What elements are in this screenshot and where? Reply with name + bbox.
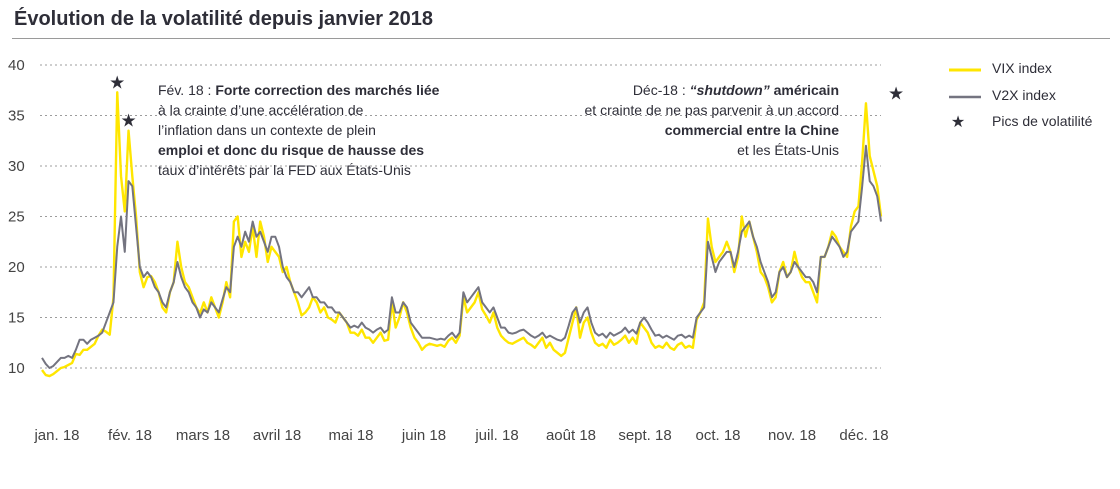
x-tick-label: avril 18 [253,427,301,444]
annotation-february-line: l’inflation dans un contexte de plein [158,122,376,138]
annotation-december-suffix: américain [769,82,839,98]
legend-v2x-label: V2X index [992,87,1056,103]
annotation-december-quoted: “shutdown” [689,82,770,98]
y-tick-label: 10 [8,360,25,377]
v2x-series-line [41,144,882,369]
volatility-peak-star: ★ [109,72,125,92]
y-tick-label: 25 [8,209,25,226]
x-tick-label: déc. 18 [839,427,888,444]
y-tick-label: 15 [8,310,25,327]
x-tick-label: nov. 18 [768,427,816,444]
annotation-february-prefix: Fév. 18 : [158,82,216,98]
title-divider [12,38,1110,39]
annotation-february-line: à la crainte d’une accélération de [158,102,364,118]
x-tick-label: oct. 18 [695,427,740,444]
annotation-december-line: commercial entre la Chine [520,120,839,140]
annotation-february-line: emploi et donc du risque de hausse des [158,140,439,160]
x-tick-label: août 18 [546,427,596,444]
annotation-february-line: taux d’intérêts par la FED aux États-Uni… [158,162,411,178]
x-tick-label: juin 18 [401,427,446,444]
annotation-december: Déc-18 : “shutdown” américain et crainte… [520,80,840,160]
y-tick-label: 20 [8,259,25,276]
volatility-peak-star: ★ [120,111,136,131]
y-tick-label: 35 [8,108,25,125]
annotation-february-text: emploi et donc du risque de hausse des [158,142,425,158]
legend-star-icon: ★ [951,114,965,131]
volatility-peak-star: ★ [888,83,904,103]
x-tick-label: juil. 18 [474,427,518,444]
chart-title: Évolution de la volatilité depuis janvie… [14,8,434,30]
x-tick-label: mars 18 [176,427,230,444]
x-tick-label: fév. 18 [108,427,152,444]
annotation-december-line: et les États-Unis [737,142,839,158]
annotation-february-line: Fév. 18 : Forte correction des marchés l… [158,80,439,100]
y-axis-ticks: 10 15 20 25 30 35 40 [8,57,25,377]
annotation-december-prefix: Déc-18 : [632,82,690,98]
x-tick-label: mai 18 [328,427,373,444]
legend: VIX index V2X index ★ Pics de volatilité [949,60,1093,131]
x-axis-ticks: jan. 18 fév. 18 mars 18 avril 18 mai 18 juin … [33,427,888,444]
legend-vix-label: VIX index [992,60,1052,76]
annotation-february-text: Forte correction des marchés liée [215,82,440,98]
series-lines [41,91,883,378]
annotation-february: Fév. 18 : Forte correction des marchés l… [158,80,439,180]
y-tick-label: 30 [8,158,25,175]
volatility-peaks: ★ ★ ★ [109,72,904,130]
annotation-december-line: Déc-18 : “shutdown” américain [520,80,839,100]
annotation-december-text: commercial entre la Chine [664,122,839,138]
annotation-december-line: et crainte de ne pas parvenir à un accor… [584,102,840,118]
y-tick-label: 40 [8,57,25,74]
legend-peaks-label: Pics de volatilité [992,113,1093,129]
x-tick-label: sept. 18 [618,427,671,444]
x-tick-label: jan. 18 [33,427,79,444]
